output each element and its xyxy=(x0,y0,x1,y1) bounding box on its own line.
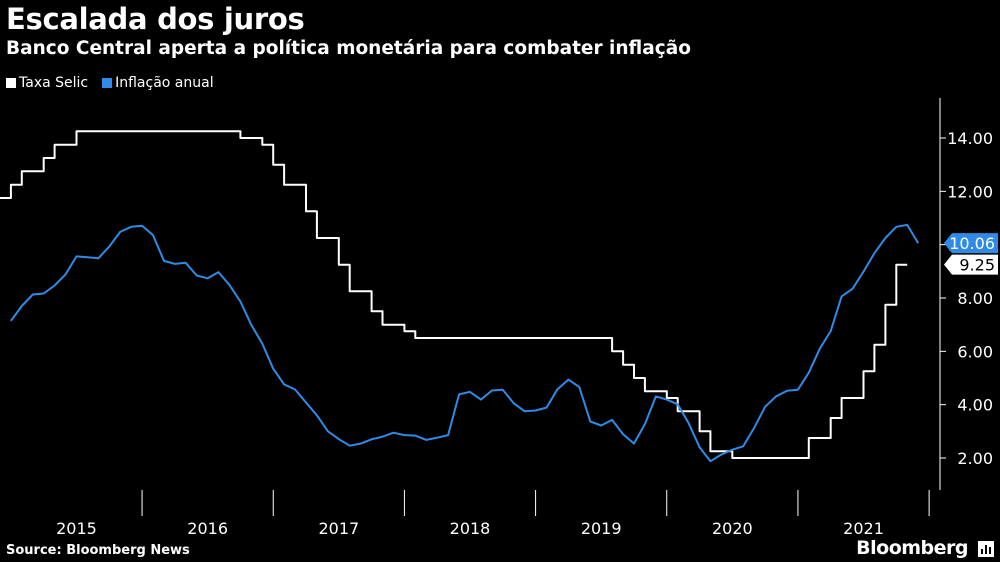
legend-swatch-inflacao xyxy=(102,78,113,88)
y-tick-label-0: 14.00 xyxy=(947,129,993,148)
legend-label-inflacao: Inflação anual xyxy=(115,75,214,91)
chart-subtitle: Banco Central aperta a política monetári… xyxy=(6,38,691,59)
x-tick-label-2: 2017 xyxy=(318,519,359,538)
y-tick-label-3: 8.00 xyxy=(957,289,993,308)
legend-swatch-selic xyxy=(6,78,16,88)
last-value-label-selic: 9.25 xyxy=(959,256,995,275)
chart-title: Escalada dos juros xyxy=(6,2,305,36)
legend-item-inflacao: Inflação anual xyxy=(102,75,214,91)
x-tick-label-4: 2019 xyxy=(581,519,622,538)
last-value-label-inflacao: 10.06 xyxy=(949,234,995,253)
legend-item-selic: Taxa Selic xyxy=(6,75,88,91)
y-tick-label-4: 6.00 xyxy=(957,342,993,361)
bloomberg-chart-icon xyxy=(978,541,994,557)
series-line-inflacao xyxy=(10,223,920,463)
x-tick-label-6: 2021 xyxy=(843,519,884,538)
last-value-tag-inflacao xyxy=(944,233,998,254)
y-tick-label-1: 12.00 xyxy=(947,182,993,201)
x-tick-label-5: 2020 xyxy=(712,519,753,538)
series-line-selic xyxy=(0,130,908,459)
x-tick-label-0: 2015 xyxy=(56,519,97,538)
legend-label-selic: Taxa Selic xyxy=(19,75,89,91)
x-tick-label-3: 2018 xyxy=(450,519,491,538)
y-tick-label-6: 2.00 xyxy=(957,449,993,468)
legend: Taxa Selic Inflação anual xyxy=(6,75,214,91)
source-note: Source: Bloomberg News xyxy=(6,543,190,558)
bloomberg-logo: Bloomberg xyxy=(856,537,968,559)
x-tick-label-1: 2016 xyxy=(187,519,228,538)
last-value-tag-selic xyxy=(944,254,998,275)
y-tick-label-5: 4.00 xyxy=(957,396,993,415)
